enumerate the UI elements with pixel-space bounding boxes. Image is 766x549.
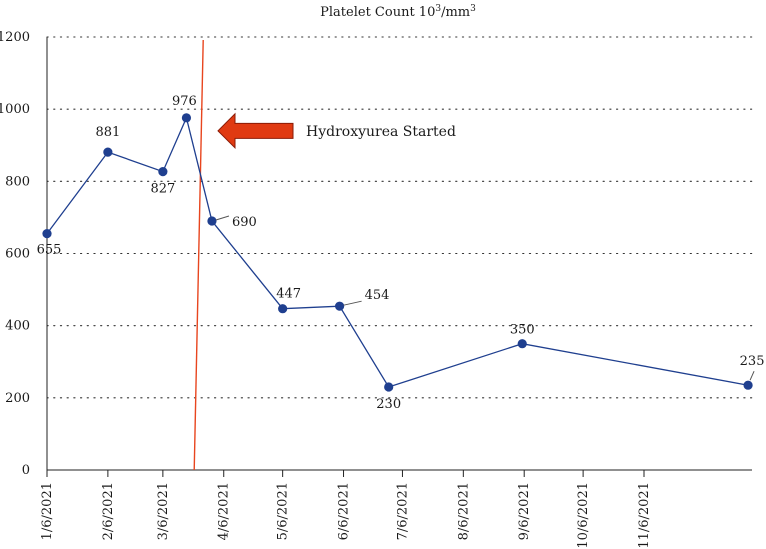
- data-point-2: [158, 166, 168, 177]
- x-tick-label-7: 8/6/2021: [456, 482, 471, 540]
- series-line: [46, 115, 749, 388]
- x-tick-label-5: 6/6/2021: [337, 482, 352, 540]
- y-tick-label-1000: 1000: [0, 102, 30, 117]
- x-tick-label-4: 5/6/2021: [276, 482, 291, 540]
- gridlines: [46, 36, 753, 399]
- x-tick-label-9: 10/6/2021: [576, 482, 591, 549]
- data-point-8: [517, 339, 527, 349]
- leader-6: [343, 300, 362, 306]
- axes: [46, 37, 752, 477]
- data-label-5: 447: [276, 287, 301, 302]
- data-label-9: 235: [740, 354, 765, 369]
- x-tick-label-3: 4/6/2021: [217, 482, 232, 540]
- y-tick-label-200: 200: [5, 391, 30, 406]
- data-point-6: [335, 301, 345, 311]
- data-point-7: [384, 382, 394, 392]
- data-label-0: 655: [37, 243, 62, 258]
- data-label-2: 827: [150, 182, 175, 197]
- data-label-8: 350: [510, 323, 535, 338]
- x-tick-label-0: 1/6/2021: [40, 482, 55, 540]
- x-tick-labels: 1/6/2021 2/6/2021 3/6/2021 4/6/2021 5/6/2021…: [40, 482, 652, 549]
- data-point-9: [743, 380, 753, 390]
- y-tick-label-800: 800: [5, 174, 30, 189]
- x-tick-label-6: 7/6/2021: [395, 482, 410, 540]
- x-tick-label-1: 2/6/2021: [101, 482, 116, 540]
- title-text: Platelet Count 10: [320, 5, 435, 20]
- arrow-icon: [217, 112, 294, 150]
- arrow-annotation-text: Hydroxyurea Started: [306, 124, 456, 140]
- title-unit-superscript: 3: [470, 4, 476, 14]
- x-tick-label-8: 9/6/2021: [517, 482, 532, 540]
- y-tick-label-1200: 1200: [0, 30, 30, 45]
- y-tick-label-600: 600: [5, 247, 30, 262]
- data-point-5: [278, 304, 288, 314]
- y-tick-labels: 0 200 400 600 800 1000 1200: [0, 30, 30, 478]
- data-point-3: [181, 113, 192, 123]
- data-point-4: [207, 216, 217, 226]
- data-label-1: 881: [95, 125, 120, 140]
- title-superscript: 3: [435, 4, 441, 14]
- data-label-4: 690: [232, 215, 257, 230]
- data-label-6: 454: [365, 288, 390, 303]
- leader-9: [749, 371, 755, 381]
- y-tick-label-400: 400: [5, 319, 30, 334]
- series: [42, 113, 753, 392]
- chart-title: Platelet Count 103/mm3: [320, 4, 476, 20]
- y-tick-label-0: 0: [22, 463, 30, 478]
- annotations: Hydroxyurea Started: [193, 39, 456, 471]
- x-tick-label-2: 3/6/2021: [156, 482, 171, 540]
- data-labels: 655 881 827 976 690 447 454 230 350 235: [37, 94, 765, 412]
- data-point-0: [42, 229, 52, 239]
- treatment-start-line: [193, 39, 204, 471]
- data-label-3: 976: [172, 94, 197, 109]
- title-unit: /mm: [441, 5, 470, 20]
- leader-4: [215, 215, 230, 221]
- data-point-1: [103, 147, 113, 157]
- data-label-7: 230: [376, 397, 401, 412]
- x-tick-label-10: 11/6/2021: [637, 482, 652, 549]
